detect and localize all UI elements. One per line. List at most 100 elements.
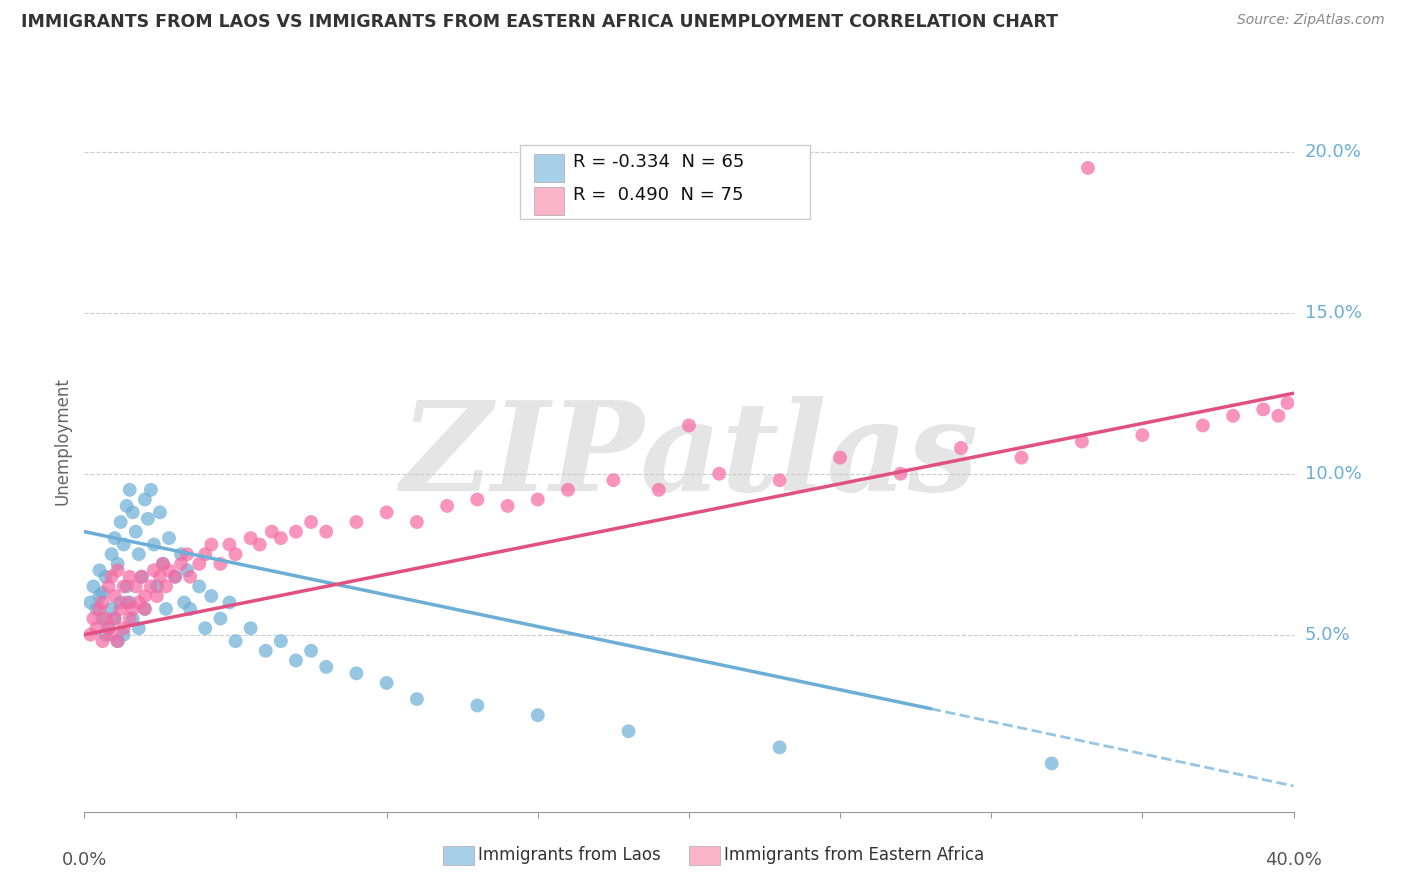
Point [375, 676, 398, 690]
Point [496, 499, 519, 513]
Point [270, 634, 292, 648]
Point [79, 595, 101, 609]
Text: 20.0%: 20.0% [1305, 143, 1361, 161]
Point [1267, 409, 1289, 423]
Point [110, 602, 132, 616]
Point [121, 505, 143, 519]
Point [170, 557, 193, 571]
Point [1077, 161, 1099, 175]
Point [239, 621, 262, 635]
Point [107, 634, 129, 648]
Point [209, 611, 232, 625]
Point [128, 621, 150, 635]
Point [173, 595, 195, 609]
Point [115, 499, 138, 513]
Point [285, 653, 308, 667]
Point [467, 698, 489, 713]
Point [1130, 428, 1153, 442]
Point [110, 515, 132, 529]
Point [648, 483, 671, 497]
Point [100, 628, 122, 642]
Text: IMMIGRANTS FROM LAOS VS IMMIGRANTS FROM EASTERN AFRICA UNEMPLOYMENT CORRELATION : IMMIGRANTS FROM LAOS VS IMMIGRANTS FROM … [21, 13, 1059, 31]
Point [176, 563, 198, 577]
Text: Source: ZipAtlas.com: Source: ZipAtlas.com [1237, 13, 1385, 28]
Point [769, 740, 792, 755]
Point [97, 621, 120, 635]
Point [299, 515, 322, 529]
Point [104, 589, 127, 603]
Point [299, 644, 322, 658]
Y-axis label: Unemployment: Unemployment [53, 377, 72, 506]
Point [467, 492, 489, 507]
Point [139, 483, 162, 497]
Point [149, 570, 172, 584]
Point [617, 724, 640, 739]
Point [557, 483, 579, 497]
Point [346, 666, 368, 681]
Point [179, 602, 201, 616]
Point [179, 570, 201, 584]
Point [125, 579, 148, 593]
Point [194, 547, 217, 561]
Text: R = -0.334  N = 65: R = -0.334 N = 65 [572, 153, 744, 171]
Point [1253, 402, 1275, 417]
Point [270, 531, 292, 545]
Point [112, 628, 135, 642]
Point [110, 595, 132, 609]
Point [406, 515, 429, 529]
Point [82, 579, 104, 593]
Text: 0.0%: 0.0% [62, 851, 107, 869]
Point [131, 570, 153, 584]
Point [107, 557, 129, 571]
Point [188, 557, 211, 571]
Point [1277, 396, 1299, 410]
Point [149, 505, 172, 519]
FancyBboxPatch shape [534, 154, 564, 183]
Point [152, 557, 174, 571]
Point [89, 563, 111, 577]
Point [527, 492, 550, 507]
Point [134, 492, 156, 507]
Point [1192, 418, 1215, 433]
Point [94, 628, 117, 642]
Point [200, 589, 222, 603]
Point [104, 611, 127, 625]
Point [249, 537, 271, 551]
Point [136, 512, 159, 526]
Point [239, 531, 262, 545]
Text: 15.0%: 15.0% [1305, 304, 1361, 322]
Point [118, 570, 141, 584]
Point [950, 441, 973, 455]
Point [121, 602, 143, 616]
Point [194, 621, 217, 635]
Point [97, 621, 120, 635]
Point [91, 595, 114, 609]
Point [157, 563, 180, 577]
Text: ZIPatlas: ZIPatlas [399, 395, 979, 517]
Point [118, 483, 141, 497]
Point [142, 563, 165, 577]
Point [115, 595, 138, 609]
Point [209, 557, 232, 571]
Point [155, 602, 177, 616]
Point [86, 621, 108, 635]
Point [218, 537, 240, 551]
Point [100, 602, 122, 616]
Point [170, 547, 193, 561]
Text: 40.0%: 40.0% [1265, 851, 1322, 869]
Point [260, 524, 283, 539]
Point [91, 634, 114, 648]
Point [527, 708, 550, 723]
Point [107, 634, 129, 648]
Point [128, 595, 150, 609]
Point [165, 570, 187, 584]
Point [86, 602, 108, 616]
Point [107, 563, 129, 577]
Point [155, 579, 177, 593]
Text: R =  0.490  N = 75: R = 0.490 N = 75 [572, 186, 744, 204]
Point [89, 589, 111, 603]
Point [315, 660, 337, 674]
Point [82, 611, 104, 625]
Point [890, 467, 912, 481]
Point [97, 579, 120, 593]
